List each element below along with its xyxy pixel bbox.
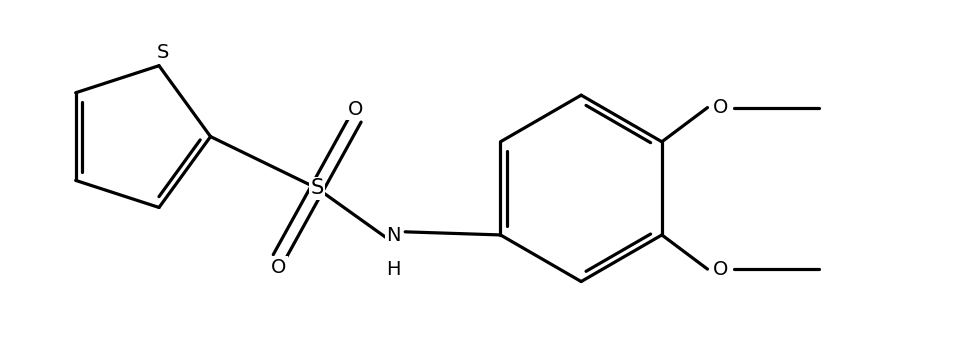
- Text: O: O: [713, 260, 729, 279]
- Text: S: S: [310, 178, 324, 198]
- Text: O: O: [347, 100, 363, 119]
- Text: O: O: [271, 258, 287, 277]
- Text: S: S: [157, 43, 170, 62]
- Text: O: O: [713, 98, 729, 117]
- Text: N: N: [386, 226, 401, 246]
- Text: H: H: [386, 260, 401, 279]
